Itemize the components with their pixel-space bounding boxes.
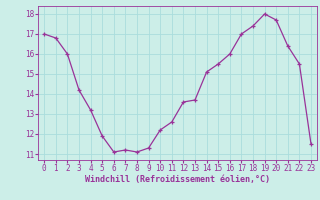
X-axis label: Windchill (Refroidissement éolien,°C): Windchill (Refroidissement éolien,°C) (85, 175, 270, 184)
